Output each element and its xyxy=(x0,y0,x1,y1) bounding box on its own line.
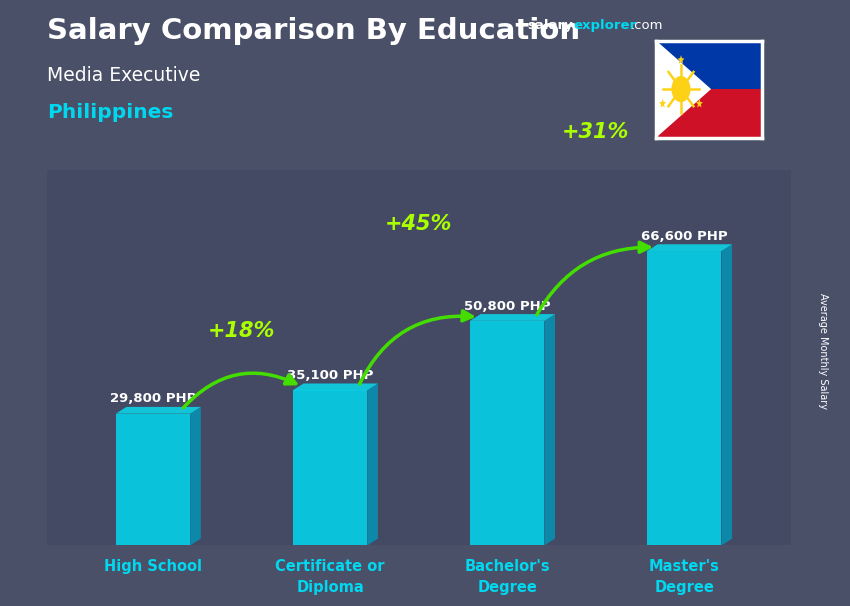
Polygon shape xyxy=(470,314,555,321)
Polygon shape xyxy=(293,384,378,390)
Text: Media Executive: Media Executive xyxy=(47,65,200,85)
Text: 35,100 PHP: 35,100 PHP xyxy=(287,369,373,382)
FancyArrowPatch shape xyxy=(360,311,473,384)
Text: 29,800 PHP: 29,800 PHP xyxy=(110,393,196,405)
Text: 50,800 PHP: 50,800 PHP xyxy=(464,299,551,313)
Polygon shape xyxy=(544,314,555,545)
Bar xyxy=(470,321,544,545)
FancyArrowPatch shape xyxy=(184,373,296,408)
FancyArrowPatch shape xyxy=(537,242,649,315)
Polygon shape xyxy=(696,99,703,107)
Text: +45%: +45% xyxy=(385,215,452,235)
Polygon shape xyxy=(660,99,666,107)
Circle shape xyxy=(672,76,690,102)
Bar xyxy=(647,251,722,545)
Text: Philippines: Philippines xyxy=(47,103,173,122)
Text: explorer: explorer xyxy=(573,19,636,32)
Polygon shape xyxy=(722,244,732,545)
Bar xyxy=(293,390,367,545)
Text: 66,600 PHP: 66,600 PHP xyxy=(641,230,728,243)
Text: +31%: +31% xyxy=(562,122,629,142)
Text: Salary Comparison By Education: Salary Comparison By Education xyxy=(47,17,580,45)
Polygon shape xyxy=(677,55,684,64)
Text: .com: .com xyxy=(631,19,663,32)
Polygon shape xyxy=(647,244,732,251)
Polygon shape xyxy=(116,407,201,414)
Polygon shape xyxy=(190,407,201,545)
Bar xyxy=(656,41,762,89)
Text: salary: salary xyxy=(527,19,573,32)
Bar xyxy=(116,414,190,545)
Text: +18%: +18% xyxy=(208,321,275,341)
Polygon shape xyxy=(656,41,711,138)
Bar xyxy=(656,89,762,138)
Text: Average Monthly Salary: Average Monthly Salary xyxy=(818,293,828,410)
Polygon shape xyxy=(367,384,378,545)
